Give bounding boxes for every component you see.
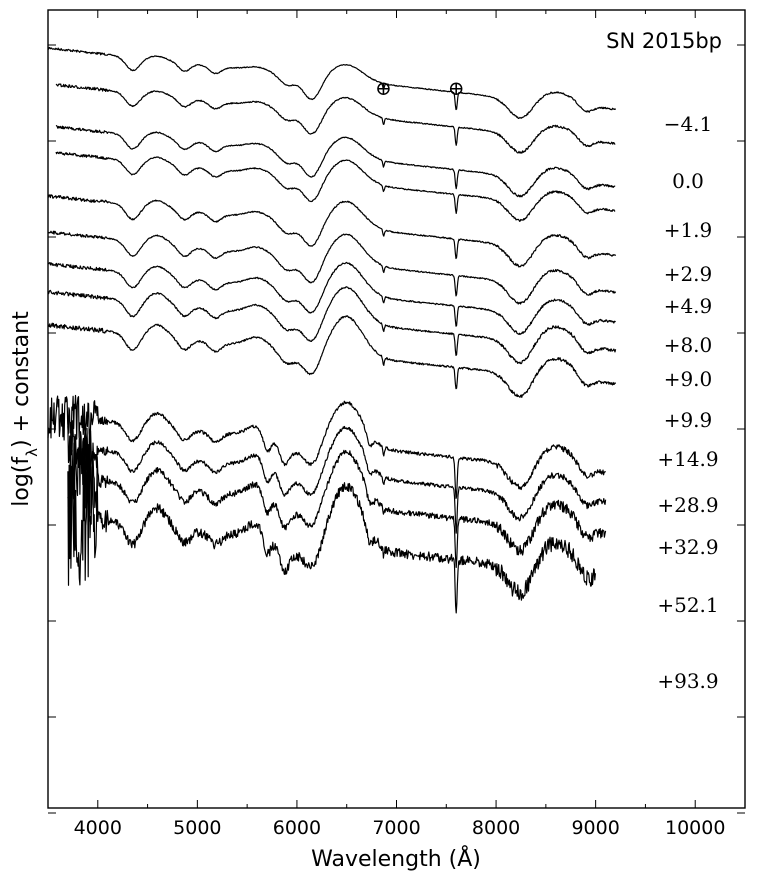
phase-label: +93.9 bbox=[657, 669, 718, 693]
spectrum-line bbox=[67, 434, 607, 569]
phase-label: 0.0 bbox=[672, 169, 704, 193]
spectrum-line bbox=[47, 286, 617, 365]
spectra-layer bbox=[47, 46, 617, 614]
spectrum-line bbox=[47, 315, 617, 398]
phase-label: +1.9 bbox=[664, 218, 713, 242]
phase-label: −4.1 bbox=[664, 112, 713, 136]
spectrum-line bbox=[47, 230, 617, 305]
phase-label: +14.9 bbox=[657, 447, 718, 471]
x-tick-label: 8000 bbox=[472, 817, 520, 839]
spectrum-line bbox=[67, 420, 607, 534]
telluric-marker: ⊕ bbox=[448, 76, 465, 100]
phase-label: +2.9 bbox=[664, 262, 713, 286]
spectrum-line bbox=[55, 151, 616, 222]
label-layer: −4.1 0.0 +1.9 +2.9 +4.9 +8.0 +9.0 +9.9 +14.9 +28.… bbox=[375, 76, 718, 693]
spectrum-line bbox=[47, 261, 616, 336]
telluric-marker: ⊕ bbox=[375, 76, 392, 100]
spectrum-line bbox=[67, 449, 596, 614]
x-axis-label: Wavelength (Å) bbox=[311, 845, 481, 872]
spectrum-line bbox=[47, 194, 617, 268]
phase-label: +9.9 bbox=[664, 408, 713, 432]
phase-label: +32.9 bbox=[657, 535, 718, 559]
plot-frame bbox=[47, 9, 746, 809]
chart-title: SN 2015bp bbox=[606, 29, 722, 53]
spectrum-line bbox=[47, 46, 617, 120]
spectrum-line bbox=[47, 394, 606, 499]
phase-label: +9.0 bbox=[664, 367, 713, 391]
y-axis-label: log(fλ) + constant bbox=[9, 311, 41, 507]
axis-layer: 4000 5000 6000 7000 8000 9000 10000 bbox=[47, 10, 746, 839]
x-tick-label: 10000 bbox=[665, 817, 725, 839]
phase-label: +8.0 bbox=[664, 333, 713, 357]
spectrum-line bbox=[55, 83, 616, 154]
phase-label: +52.1 bbox=[657, 593, 718, 617]
x-tick-label: 5000 bbox=[173, 817, 221, 839]
spectrum-line bbox=[55, 124, 616, 198]
x-tick-label: 6000 bbox=[273, 817, 321, 839]
x-tick-label: 4000 bbox=[74, 817, 122, 839]
phase-label: +28.9 bbox=[657, 493, 718, 517]
x-tick-label: 9000 bbox=[571, 817, 619, 839]
phase-label: +4.9 bbox=[664, 294, 713, 318]
x-tick-label: 7000 bbox=[372, 817, 420, 839]
